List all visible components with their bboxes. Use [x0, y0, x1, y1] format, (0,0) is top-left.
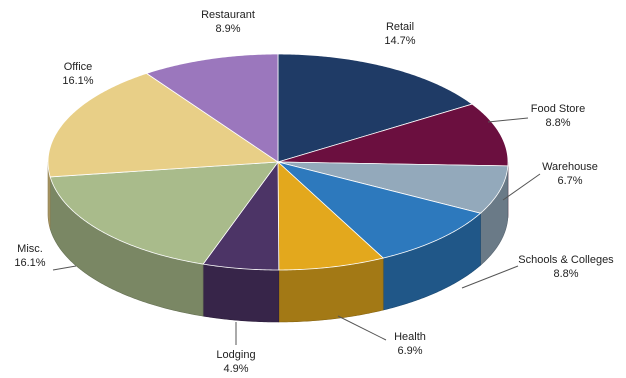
- leader-line-warehouse: [502, 173, 541, 201]
- slice-label-warehouse: Warehouse: [542, 161, 598, 173]
- slice-value-schools-colleges: 8.8%: [553, 268, 578, 280]
- slice-office: [47, 72, 280, 178]
- slice-schools-colleges: [277, 161, 482, 259]
- slice-health: [277, 161, 385, 271]
- slice-value-restaurant: 8.9%: [215, 23, 240, 35]
- pie-sides: [47, 161, 509, 323]
- slice-label-health: Health: [394, 331, 426, 343]
- slice-value-misc: 16.1%: [14, 257, 45, 269]
- slice-label-lodging: Lodging: [216, 349, 255, 361]
- leader-line-misc: [52, 265, 77, 271]
- leader-line-food-store: [487, 117, 529, 123]
- slice-label-schools-colleges: Schools & Colleges: [518, 254, 614, 266]
- slice-label-office: Office: [64, 61, 93, 73]
- slice-value-food-store: 8.8%: [545, 117, 570, 129]
- slice-food-store: [277, 103, 509, 167]
- leader-line-health: [337, 315, 387, 341]
- slice-warehouse: [277, 161, 509, 214]
- leader-line-schools-colleges: [461, 265, 519, 289]
- slice-value-warehouse: 6.7%: [557, 175, 582, 187]
- slice-value-health: 6.9%: [397, 345, 422, 357]
- slice-value-retail: 14.7%: [384, 35, 415, 47]
- slice-label-food-store: Food Store: [531, 103, 585, 115]
- slice-side-lodging: [202, 263, 280, 323]
- slice-value-office: 16.1%: [62, 75, 93, 87]
- slice-label-retail: Retail: [386, 21, 414, 33]
- slice-value-lodging: 4.9%: [223, 363, 248, 375]
- slice-misc: [49, 161, 279, 265]
- slice-label-misc: Misc.: [17, 243, 43, 255]
- slice-restaurant: [145, 53, 279, 163]
- slice-lodging: [202, 160, 280, 271]
- slice-label-restaurant: Restaurant: [201, 9, 255, 21]
- leader-lines: [52, 117, 541, 345]
- slice-retail: [277, 53, 474, 163]
- slice-labels: Retail 14.7% Food Store 8.8% Warehouse 6.7% Sc…: [14, 9, 614, 375]
- pie-top: [47, 53, 509, 271]
